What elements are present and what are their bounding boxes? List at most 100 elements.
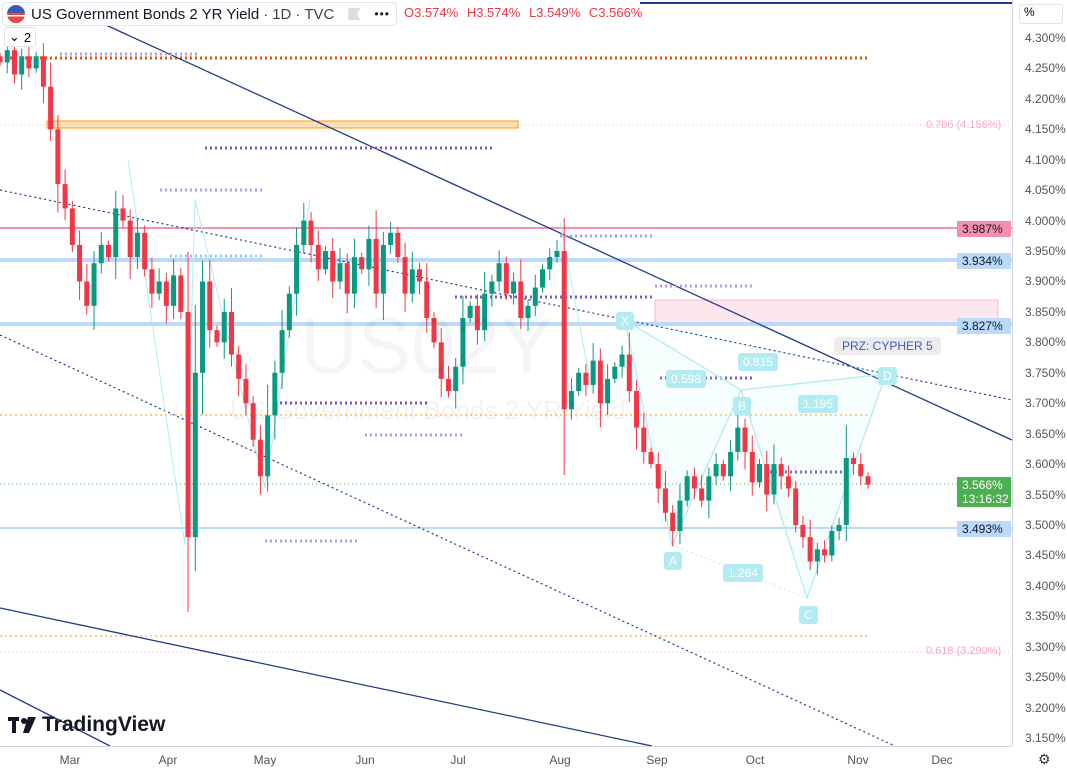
candle [662,470,668,522]
candle-body [720,464,726,477]
candle-body [605,378,611,404]
candle-body [113,208,119,258]
x-tick-label: Jun [355,753,375,767]
candle-body [330,251,336,282]
candle [424,263,430,333]
candle [583,364,589,396]
candle [214,325,220,347]
candle [843,425,849,542]
price-label: 3.987% [957,220,1011,237]
candle-body [807,537,813,562]
candle-body [344,263,350,294]
candle [655,452,661,504]
ohlc-values: O3.574% H3.574% L3.549% C3.566% [404,5,647,20]
candle-body [713,464,719,477]
candle-body [359,257,365,270]
candle-body [91,263,97,306]
flag-icon[interactable] [348,8,361,20]
tradingview-logo-icon [8,717,36,733]
candle [547,248,553,281]
symbol-legend[interactable]: US Government Bonds 2 YR Yield · 1D · TVC … [2,2,397,26]
candle [207,259,213,348]
candle [749,435,755,496]
symbol-title[interactable]: US Government Bonds 2 YR Yield [31,5,260,23]
open-value: O3.574% [404,5,459,20]
candle-body [19,56,25,75]
candle-body [272,372,278,416]
candle [344,253,350,314]
candle [489,274,495,307]
candle [735,410,741,461]
candle [706,467,712,519]
candle-body [250,403,256,440]
candle [511,272,517,305]
price-label-value: 3.493% [962,522,1003,537]
candle-body [26,56,32,69]
price-axis[interactable]: % 4.300% 4.250% 4.200% 4.150% 4.100% 4.050% 4.… [1012,0,1067,746]
candle [865,472,871,489]
candle-body [793,488,799,525]
candle-body [829,531,835,556]
collapse-indicators-button[interactable]: ⌄ 2 [4,27,36,47]
candle-body [84,281,90,306]
candle [634,380,640,450]
more-icon[interactable]: ••• [374,7,390,21]
candle [431,312,437,349]
time-axis[interactable]: Mar Apr May Jun Jul Aug Sep Oct Nov Dec [0,746,1012,770]
interval[interactable]: 1D [272,5,292,23]
candle-body [735,427,741,452]
dot-levels [60,52,842,543]
percent-scale-button[interactable]: % [1019,4,1063,24]
candle-body [134,232,140,258]
candle [554,240,560,263]
candle [699,475,705,508]
candle-body [865,476,871,485]
candle [670,505,676,547]
candle-body [236,354,242,379]
candle [359,252,365,274]
candle [612,362,618,384]
price-chart[interactable] [0,0,1012,746]
candle [243,364,249,415]
candle-body [409,269,415,294]
candle [192,304,198,572]
candle [113,190,119,280]
candle-body [822,549,828,556]
y-tick-label: 4.000% [1025,213,1066,228]
candle [77,230,83,300]
candle-body [590,360,596,385]
candle-body [814,549,820,562]
candle [0,52,3,67]
candle-body [597,360,603,404]
candle-body [55,129,61,185]
candle-body [171,275,177,306]
candle-body [489,281,495,294]
candle [228,287,234,367]
y-tick-label: 3.500% [1025,517,1066,532]
candle-body [315,244,321,270]
candle [91,251,97,330]
candle-body [214,330,220,343]
candle-body [474,305,480,331]
candle [19,48,25,90]
harmonic-point-b: B [733,397,752,415]
candle-body [482,293,488,331]
candle [250,395,256,448]
candle-body [496,263,502,282]
candle-body [178,275,184,312]
candle-body [662,488,668,513]
candle [33,51,39,73]
candle-body [431,318,437,343]
candle [785,465,791,498]
settings-gear-icon[interactable]: ⚙ [1038,751,1051,767]
candle [301,203,307,254]
candle-body [373,238,379,294]
candle [402,242,408,312]
low-value: L3.549% [528,5,581,20]
candle [793,481,799,533]
candle-body [757,464,762,483]
ratio-label: 1.195 [798,395,839,413]
candle [294,227,300,316]
candle-body [380,244,386,294]
candle-body [417,269,423,282]
